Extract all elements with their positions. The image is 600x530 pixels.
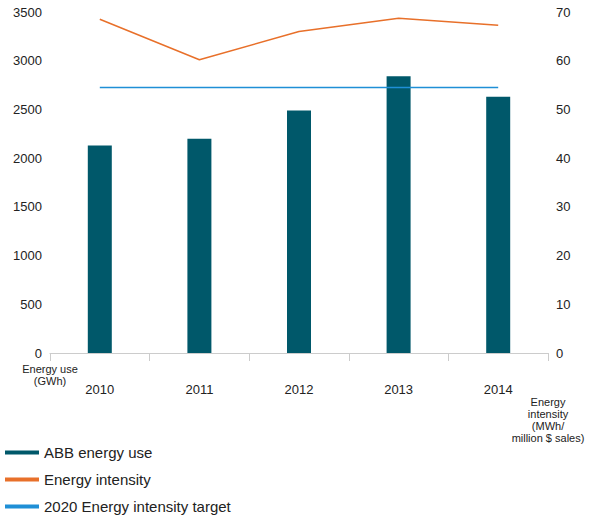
svg-text:Energy use: Energy use <box>22 363 78 375</box>
svg-text:2010: 2010 <box>85 382 114 397</box>
svg-text:0: 0 <box>556 346 563 361</box>
svg-text:20: 20 <box>556 248 570 263</box>
svg-text:10: 10 <box>556 297 570 312</box>
svg-text:0: 0 <box>35 346 42 361</box>
svg-text:Energy: Energy <box>531 396 566 408</box>
svg-text:2014: 2014 <box>484 382 513 397</box>
svg-text:500: 500 <box>20 297 42 312</box>
svg-text:60: 60 <box>556 53 570 68</box>
svg-text:30: 30 <box>556 199 570 214</box>
svg-text:2013: 2013 <box>384 382 413 397</box>
svg-text:2011: 2011 <box>185 382 213 397</box>
svg-text:1000: 1000 <box>13 248 42 263</box>
svg-text:3000: 3000 <box>13 53 42 68</box>
svg-text:Energy intensity: Energy intensity <box>44 471 151 488</box>
svg-text:2500: 2500 <box>13 102 42 117</box>
svg-text:70: 70 <box>556 5 570 20</box>
svg-text:ABB energy use: ABB energy use <box>44 444 152 461</box>
svg-text:3500: 3500 <box>13 5 42 20</box>
svg-text:50: 50 <box>556 102 570 117</box>
svg-text:intensity: intensity <box>528 408 569 420</box>
svg-text:40: 40 <box>556 151 570 166</box>
svg-text:2020 Energy intensity target: 2020 Energy intensity target <box>44 498 232 515</box>
svg-text:2000: 2000 <box>13 151 42 166</box>
svg-text:2012: 2012 <box>285 382 314 397</box>
svg-text:(GWh): (GWh) <box>34 375 66 387</box>
svg-text:million $ sales): million $ sales) <box>512 432 585 444</box>
svg-text:1500: 1500 <box>13 199 42 214</box>
svg-text:(MWh/: (MWh/ <box>532 420 565 432</box>
